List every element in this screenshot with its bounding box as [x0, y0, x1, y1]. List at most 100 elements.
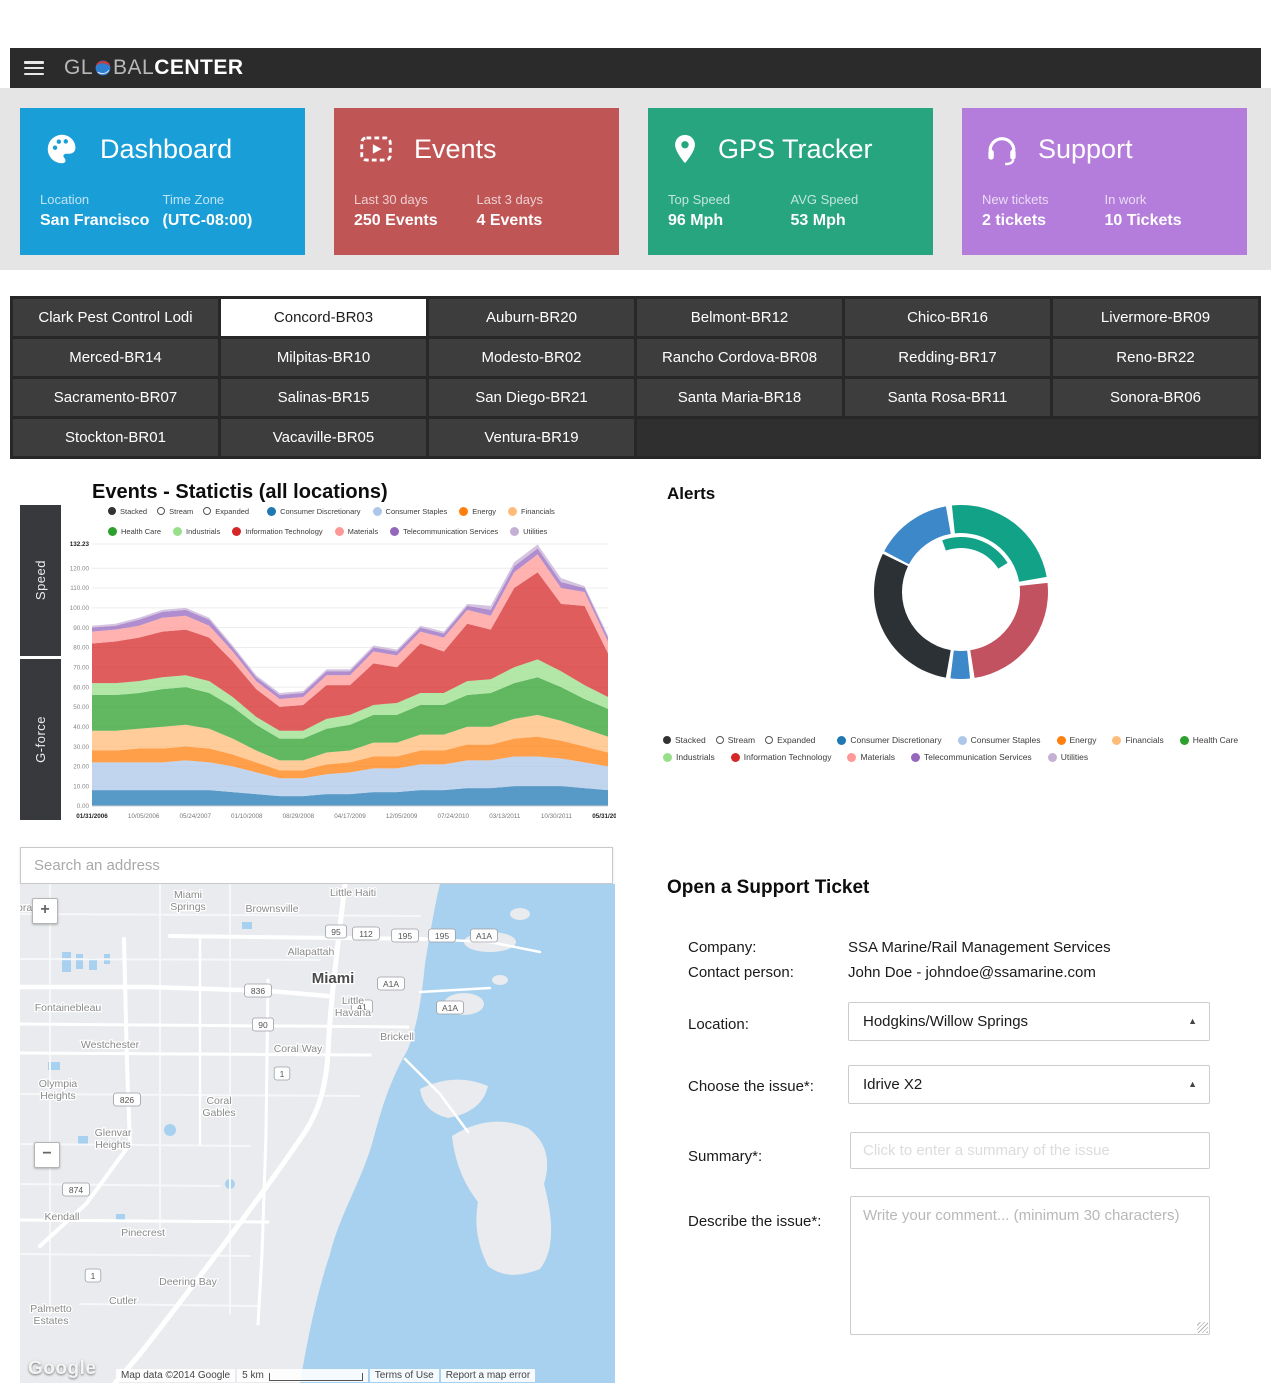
location-select[interactable]: Hodgkins/Willow Springs — [848, 1002, 1210, 1041]
summary-input[interactable] — [850, 1132, 1210, 1169]
legend-mode-stream[interactable]: Stream — [715, 735, 756, 745]
legend-item[interactable]: Telecommunication Services — [910, 752, 1032, 762]
location-button[interactable]: Concord-BR03 — [221, 299, 426, 336]
location-button[interactable]: Ventura-BR19 — [429, 419, 634, 456]
area-series — [92, 659, 608, 739]
zoom-out-button[interactable]: − — [34, 1142, 60, 1168]
legend-item[interactable]: Utilities — [1047, 752, 1088, 762]
legend-dot-icon — [663, 752, 672, 762]
donut-inner-arc — [942, 537, 1008, 569]
legend-item[interactable]: Utilities — [510, 526, 547, 536]
location-label: Location: — [688, 1016, 749, 1033]
search-address-input[interactable] — [20, 847, 613, 884]
donut-segment-dark — [874, 553, 951, 678]
legend-item[interactable]: Industrials — [663, 752, 715, 762]
route-badge — [244, 983, 272, 998]
location-button[interactable]: Merced-BR14 — [13, 339, 218, 376]
location-button[interactable]: Reno-BR22 — [1053, 339, 1258, 376]
legend-item[interactable]: Consumer Staples — [957, 735, 1041, 745]
gps-tracker-card[interactable]: GPS Tracker Top Speed 96 Mph AVG Speed 53 … — [648, 108, 933, 255]
location-button[interactable]: Modesto-BR02 — [429, 339, 634, 376]
map-label: Kendall — [44, 1211, 79, 1223]
legend-item[interactable]: Consumer Discretionary — [267, 506, 361, 516]
location-button[interactable]: Clark Pest Control Lodi — [13, 299, 218, 336]
scale-label: 5 km — [242, 1369, 264, 1381]
stat-value: 53 Mph — [790, 212, 846, 229]
legend-item[interactable]: Health Care — [1179, 735, 1238, 745]
legend-item[interactable]: Industrials — [173, 526, 220, 536]
issue-select[interactable]: Idrive X2 — [848, 1065, 1210, 1104]
menu-icon[interactable] — [24, 61, 44, 75]
legend-mode-label: Stream — [727, 735, 756, 745]
chart-legend: Stacked Stream Expanded Consumer Discretion… — [108, 503, 614, 539]
y-axis-label: 120.00 — [70, 565, 90, 572]
map-label: Brickell — [380, 1031, 414, 1043]
legend-dot-icon — [910, 752, 920, 762]
legend-dot-icon — [957, 735, 967, 745]
legend-item[interactable]: Materials — [847, 752, 895, 762]
events-card[interactable]: Events Last 30 days 250 Events Last 3 day… — [334, 108, 619, 255]
legend-item[interactable]: Telecommunication Services — [390, 526, 498, 536]
location-button[interactable]: Auburn-BR20 — [429, 299, 634, 336]
scale-bar — [268, 1372, 363, 1381]
zoom-in-button[interactable]: + — [32, 898, 58, 924]
tab-gforce[interactable]: G-force — [20, 659, 61, 820]
location-button[interactable]: Sacramento-BR07 — [13, 379, 218, 416]
legend-mode-stacked[interactable]: Stacked — [108, 507, 147, 516]
route-badge-label: 836 — [251, 986, 265, 996]
map-label: Westchester — [81, 1039, 140, 1051]
location-button[interactable]: Milpitas-BR10 — [221, 339, 426, 376]
location-button[interactable]: Redding-BR17 — [845, 339, 1050, 376]
legend-mode-stacked[interactable]: Stacked — [663, 735, 706, 745]
map-canvas: 95 112 195 195 A1A A1A 836 41 A1A 90 1 826 874 1 Doral… — [20, 884, 615, 1383]
map[interactable]: 95 112 195 195 A1A A1A 836 41 A1A 90 1 826 874 1 Doral… — [20, 884, 615, 1383]
radio-icon — [157, 507, 166, 515]
location-button[interactable]: Belmont-BR12 — [637, 299, 842, 336]
legend-dot-icon — [108, 526, 117, 536]
resize-handle[interactable] — [1197, 1322, 1208, 1333]
tab-speed[interactable]: Speed — [20, 505, 61, 656]
legend-item[interactable]: Information Technology — [232, 526, 323, 536]
location-button[interactable]: Sonora-BR06 — [1053, 379, 1258, 416]
legend-mode-expanded[interactable]: Expanded — [765, 735, 815, 745]
location-button[interactable]: Stockton-BR01 — [13, 419, 218, 456]
legend-mode-stream[interactable]: Stream — [157, 507, 193, 516]
route-badge-label: 112 — [359, 929, 373, 939]
location-button[interactable]: Salinas-BR15 — [221, 379, 426, 416]
report-map-error-link[interactable]: Report a map error — [440, 1368, 536, 1382]
area-series — [92, 756, 608, 797]
location-button[interactable]: Chico-BR16 — [845, 299, 1050, 336]
location-button[interactable]: Rancho Cordova-BR08 — [637, 339, 842, 376]
legend-item[interactable]: Consumer Staples — [372, 506, 447, 516]
stacked-area-chart: 0.00 10.00 20.00 30.00 40.00 50.00 60.00 70.00 8… — [70, 541, 625, 820]
legend-item[interactable]: Financials — [1112, 735, 1164, 745]
describe-issue-textarea[interactable] — [850, 1196, 1210, 1335]
legend-item[interactable]: Energy — [459, 506, 496, 516]
map-label: Heights — [95, 1139, 131, 1151]
terms-of-use-link[interactable]: Terms of Use — [369, 1368, 439, 1382]
support-card[interactable]: Support New tickets 2 tickets In work 10 T… — [962, 108, 1247, 255]
location-button[interactable]: Livermore-BR09 — [1053, 299, 1258, 336]
dashboard-card[interactable]: Dashboard Location San Francisco Time Zon… — [20, 108, 305, 255]
app-logo: GL BAL CENTER — [64, 56, 244, 80]
legend-item[interactable]: Information Technology — [730, 752, 831, 762]
legend-item[interactable]: Energy — [1056, 735, 1096, 745]
x-axis-label: 12/05/2009 — [386, 813, 418, 820]
stat-label: New tickets — [982, 192, 1049, 207]
location-button[interactable]: Vacaville-BR05 — [221, 419, 426, 456]
stat-value: 2 tickets — [982, 212, 1047, 229]
route-badge — [273, 1066, 291, 1081]
x-axis-label: 08/29/2008 — [283, 813, 315, 820]
location-button[interactable]: Santa Maria-BR18 — [637, 379, 842, 416]
donut-segment-blue — [884, 506, 951, 565]
location-button[interactable]: Santa Rosa-BR11 — [845, 379, 1050, 416]
legend-item[interactable]: Financials — [508, 506, 555, 516]
legend-dot-icon — [847, 752, 857, 762]
location-button[interactable]: San Diego-BR21 — [429, 379, 634, 416]
legend-item-label: Industrials — [676, 752, 715, 762]
legend-mode-expanded[interactable]: Expanded — [203, 507, 249, 516]
legend-item[interactable]: Materials — [334, 526, 378, 536]
contact-person-label: Contact person: — [688, 964, 794, 981]
legend-item[interactable]: Consumer Discretionary — [837, 735, 942, 745]
legend-item[interactable]: Health Care — [108, 526, 161, 536]
